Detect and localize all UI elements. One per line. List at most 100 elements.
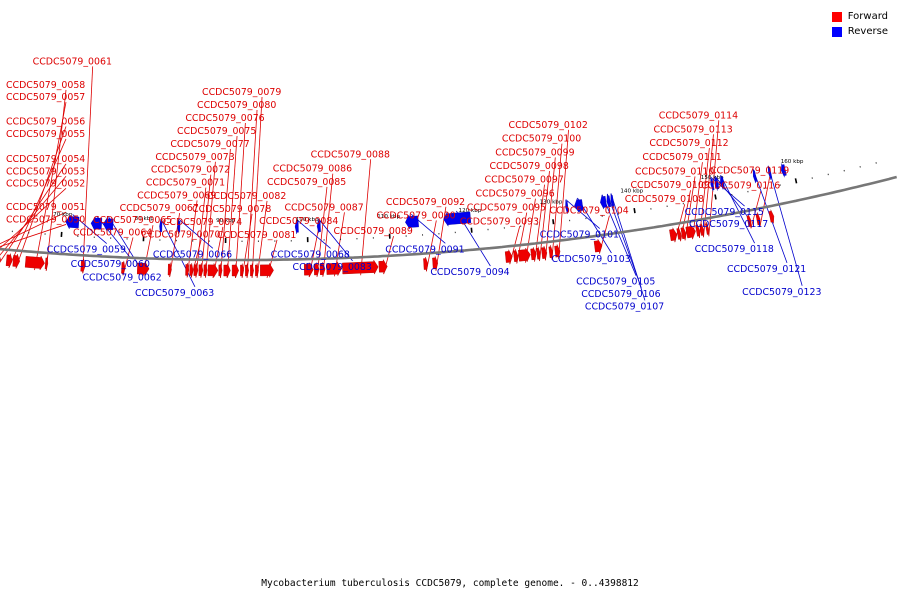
gene-label: CCDC5079_0091	[385, 244, 464, 255]
forward-gene	[768, 209, 775, 224]
forward-gene	[554, 244, 561, 259]
gene-label: CCDC5079_0098	[490, 161, 569, 172]
leader-line	[0, 176, 67, 256]
forward-gene	[245, 263, 249, 278]
reverse-gene	[177, 219, 181, 234]
leader-line	[534, 184, 545, 262]
scale-tick-label: 160 kbp	[781, 159, 804, 165]
gene-label: CCDC5079_0062	[82, 273, 161, 284]
forward-gene	[518, 247, 531, 263]
gene-label: CCDC5079_0116	[701, 180, 780, 191]
gene-label: CCDC5079_0056	[6, 117, 85, 128]
gene-label: CCDC5079_0103	[551, 254, 630, 265]
forward-gene	[705, 221, 709, 236]
gene-label: CCDC5079_0067	[120, 203, 199, 214]
leader-line	[195, 187, 207, 278]
forward-gene	[198, 263, 204, 278]
leader-line	[160, 218, 196, 287]
gene-label: CCDC5079_0096	[475, 189, 554, 200]
reverse-gene	[574, 198, 584, 213]
forward-gene	[669, 227, 678, 242]
scale-tick-label: 90 kbp	[216, 218, 236, 224]
gene-label: CCDC5079_0100	[502, 134, 581, 145]
forward-gene	[513, 249, 519, 264]
forward-gene	[548, 245, 553, 260]
forward-gene	[326, 260, 342, 277]
gene-label: CCDC5079_0093	[460, 216, 539, 227]
leader-line	[565, 199, 600, 229]
gene-label: CCDC5079_0083	[293, 262, 372, 273]
forward-gene	[240, 263, 244, 278]
scale-tick-label: 100 kbp	[296, 217, 319, 223]
leader-line	[256, 200, 268, 278]
forward-gene	[44, 256, 49, 271]
leader-line	[425, 220, 437, 272]
legend-forward-label: Forward	[847, 11, 888, 22]
forward-gene	[193, 263, 199, 278]
gene-label: CCDC5079_0085	[267, 177, 346, 188]
forward-gene	[207, 262, 219, 279]
leader-line	[539, 171, 550, 262]
reverse-gene	[610, 193, 615, 208]
gene-label: CCDC5079_0052	[6, 178, 85, 189]
leader-line	[610, 193, 646, 301]
gene-label: CCDC5079_0061	[33, 56, 112, 67]
major-tick	[794, 178, 798, 184]
gene-label: CCDC5079_0065	[93, 215, 172, 226]
gene-labels: CCDC5079_0050CCDC5079_0051CCDC5079_0052C…	[6, 56, 821, 312]
genome-caption: Mycobacterium tuberculosis CCDC5079, com…	[261, 578, 639, 589]
gene-label: CCDC5079_0074	[163, 217, 242, 228]
gene-label: CCDC5079_0050	[6, 214, 85, 225]
reverse-gene	[606, 194, 612, 209]
leader-line	[96, 215, 131, 259]
leader-line	[0, 211, 67, 245]
leader-line	[692, 162, 703, 240]
reverse-gene	[720, 175, 725, 190]
scale-tick-label: 120 kbp	[459, 208, 482, 214]
gene-label: CCDC5079_0102	[509, 120, 588, 131]
gene-features	[0, 163, 787, 279]
gene-label: CCDC5079_0118	[695, 244, 774, 255]
scale-tick-label: 140 kbp	[620, 188, 643, 194]
scale-tick-label: 70 kbp	[53, 212, 73, 218]
gene-label: CCDC5079_0053	[6, 166, 85, 177]
gene-label: CCDC5079_0104	[549, 206, 628, 217]
forward-gene	[185, 262, 190, 278]
forward-gene	[504, 249, 513, 264]
reverse-gene	[90, 215, 103, 232]
forward-gene	[432, 256, 439, 271]
legend: Forward Reverse	[831, 9, 888, 39]
gene-label: CCDC5079_0113	[653, 124, 732, 135]
gene-label: CCDC5079_0068	[271, 249, 350, 260]
gene-label: CCDC5079_0119	[710, 166, 789, 177]
gene-label: CCDC5079_0077	[170, 139, 249, 150]
gene-label: CCDC5079_0086	[273, 164, 352, 175]
forward-gene	[536, 246, 541, 261]
forward-gene	[342, 259, 379, 275]
scale-tick-label: 80 kbp	[135, 216, 155, 222]
leader-line	[82, 66, 94, 274]
gene-label: CCDC5079_0064	[73, 227, 152, 238]
forward-gene	[685, 224, 696, 240]
forward-gene	[80, 258, 86, 273]
reverse-gene	[316, 219, 321, 234]
forward-gene	[255, 263, 259, 278]
forward-gene	[699, 222, 705, 237]
leader-line	[435, 206, 447, 271]
gene-label: CCDC5079_0123	[742, 287, 821, 298]
leader-line	[316, 186, 328, 277]
forward-gene	[423, 256, 429, 271]
forward-gene	[189, 263, 194, 278]
leader-line	[516, 212, 528, 264]
gene-label: CCDC5079_0069	[137, 190, 216, 201]
forward-gene	[755, 212, 761, 227]
gene-label: CCDC5079_0101	[540, 230, 619, 241]
gene-label: CCDC5079_0099	[495, 147, 574, 158]
gene-label: CCDC5079_0105	[576, 277, 655, 288]
reverse-gene	[767, 166, 773, 181]
gene-label: CCDC5079_0063	[135, 288, 214, 299]
forward-gene	[530, 247, 537, 262]
legend-forward-swatch	[831, 11, 842, 22]
leader-line	[45, 89, 67, 271]
forward-gene	[121, 260, 126, 275]
